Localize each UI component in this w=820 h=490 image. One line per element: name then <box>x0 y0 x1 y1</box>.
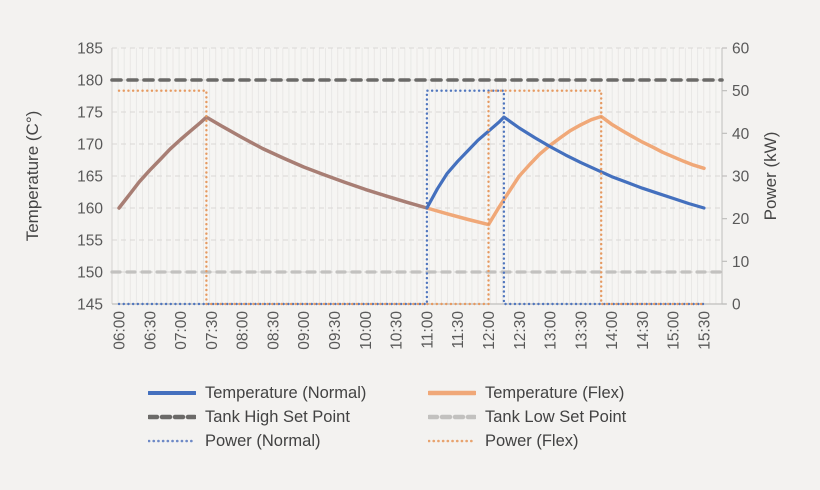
y-left-tick-label: 175 <box>77 105 103 122</box>
legend-label: Power (Flex) <box>485 431 579 450</box>
x-tick-label: 08:30 <box>265 311 282 350</box>
legend-item-power-flex: Power (Flex) <box>428 432 626 451</box>
y-left-tick-label: 145 <box>77 297 103 314</box>
x-tick-label: 07:30 <box>204 311 221 350</box>
series-power-flex- <box>117 89 706 306</box>
legend-item-tank-high-set-point: Tank High Set Point <box>148 408 428 427</box>
legend-label: Tank Low Set Point <box>485 407 627 426</box>
legend-label: Temperature (Flex) <box>485 383 625 402</box>
legend-item-temperature-normal: Temperature (Normal) <box>148 384 428 403</box>
x-tick-label: 13:00 <box>543 311 560 350</box>
y-left-tick-label: 165 <box>77 169 103 186</box>
legend-item-temperature-flex: Temperature (Flex) <box>428 384 626 403</box>
x-tick-label: 08:00 <box>235 311 252 350</box>
legend-swatch-power-normal <box>148 439 196 443</box>
y-right-tick-label: 40 <box>732 126 750 143</box>
y-left-tick-label: 170 <box>77 137 103 154</box>
x-tick-label: 14:00 <box>604 311 621 350</box>
x-tick-label: 09:30 <box>327 311 344 350</box>
y-right-tick-label: 10 <box>732 254 750 271</box>
x-tick-label: 13:30 <box>573 311 590 350</box>
x-tick-label: 10:30 <box>389 311 406 350</box>
x-tick-label: 06:00 <box>112 311 129 350</box>
x-tick-label: 10:00 <box>358 311 375 350</box>
y-left-axis-title: Temperature (C°) <box>23 111 42 242</box>
legend-item-power-normal: Power (Normal) <box>148 432 428 451</box>
x-tick-label: 07:00 <box>173 311 190 350</box>
x-tick-label: 11:30 <box>450 311 467 349</box>
legend-label: Tank High Set Point <box>205 407 350 426</box>
chart-legend: Temperature (Normal) Temperature (Flex) … <box>148 381 626 453</box>
legend-swatch-tank-low-set-point <box>428 414 476 420</box>
x-tick-label: 15:30 <box>697 311 714 350</box>
y-right-tick-label: 50 <box>732 83 750 100</box>
x-tick-label: 06:30 <box>142 311 159 350</box>
x-tick-label: 15:00 <box>666 311 683 350</box>
x-tick-label: 14:30 <box>635 311 652 350</box>
series-power-normal- <box>117 89 706 306</box>
x-tick-label: 09:00 <box>296 311 313 350</box>
y-left-tick-label: 155 <box>77 233 103 250</box>
legend-swatch-temperature-flex <box>428 390 476 396</box>
x-tick-label: 12:00 <box>481 311 498 350</box>
y-right-tick-label: 20 <box>732 211 750 228</box>
x-tick-label: 11:00 <box>419 311 436 349</box>
x-tick-label: 12:30 <box>512 311 529 350</box>
y-right-tick-label: 30 <box>732 169 750 186</box>
temperature-power-chart: 145 150 155 160 165 170 175 180 185 0 10 20 30 40 50 60… <box>23 41 780 350</box>
y-right-axis-title: Power (kW) <box>761 132 780 221</box>
legend-label: Temperature (Normal) <box>205 383 367 402</box>
series-temperature-flex <box>425 114 706 227</box>
y-left-tick-label: 150 <box>77 265 103 282</box>
series-temperature-overlap <box>117 115 429 210</box>
y-right-tick-label: 0 <box>732 297 741 314</box>
y-right-tick-label: 60 <box>732 41 750 58</box>
legend-swatch-temperature-normal <box>148 391 196 395</box>
series-temperature-normal <box>425 115 706 210</box>
y-left-tick-label: 180 <box>77 73 103 90</box>
y-left-tick-label: 160 <box>77 201 103 218</box>
legend-swatch-tank-high-set-point <box>148 414 196 420</box>
legend-swatch-power-flex <box>428 439 476 443</box>
legend-label: Power (Normal) <box>205 431 321 450</box>
y-left-tick-label: 185 <box>77 41 103 58</box>
legend-item-tank-low-set-point: Tank Low Set Point <box>428 408 626 427</box>
